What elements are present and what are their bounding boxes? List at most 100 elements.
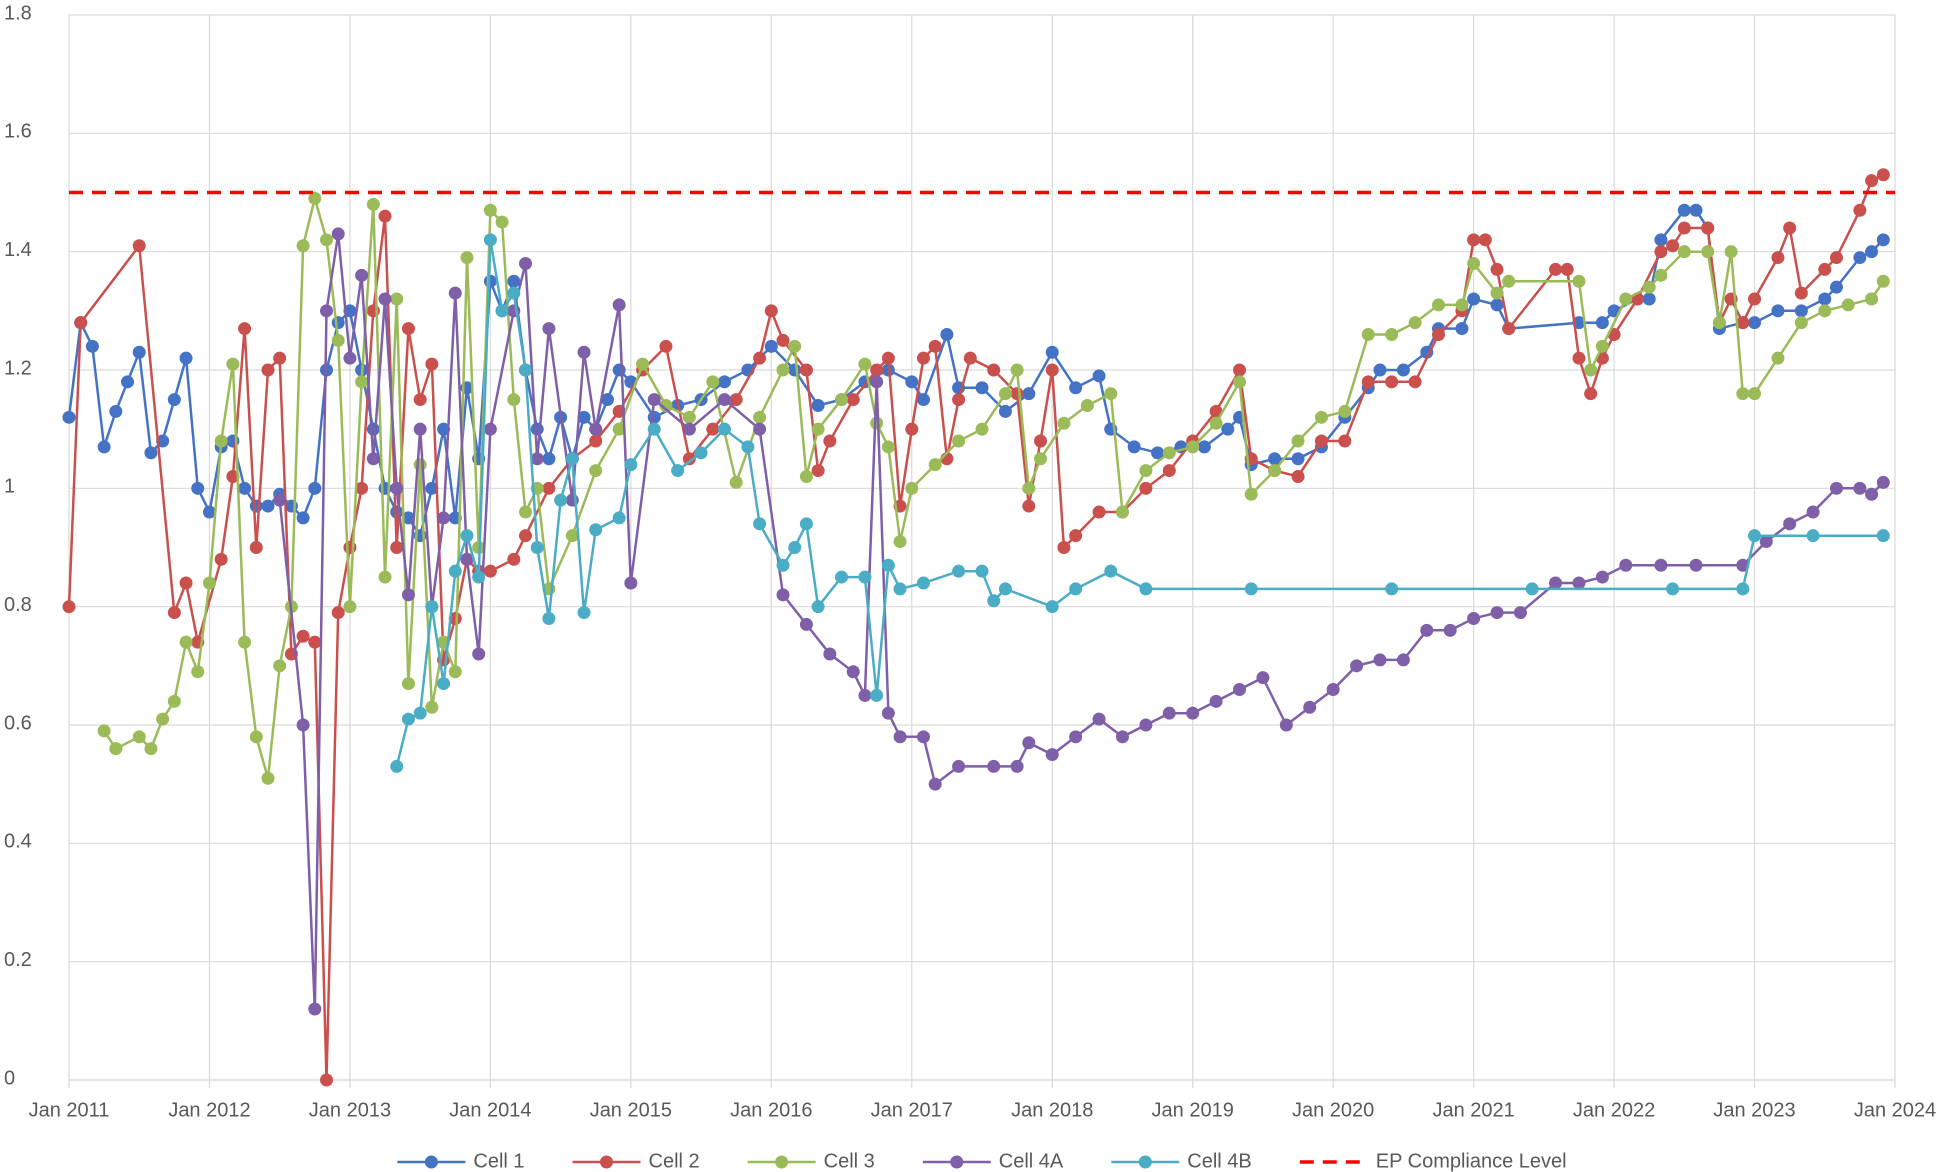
legend-label: Cell 4A xyxy=(999,1150,1064,1172)
point xyxy=(1197,440,1211,454)
point xyxy=(1045,748,1059,762)
point xyxy=(273,351,287,365)
point xyxy=(472,647,486,661)
point xyxy=(390,481,404,495)
point xyxy=(495,215,509,229)
point xyxy=(1724,245,1738,259)
point xyxy=(390,541,404,554)
point xyxy=(238,322,252,336)
point xyxy=(1244,487,1258,501)
point xyxy=(308,635,322,649)
point xyxy=(1115,505,1129,519)
legend-marker xyxy=(950,1155,964,1169)
legend-item: Cell 4B xyxy=(1111,1150,1252,1172)
point xyxy=(776,558,790,572)
point xyxy=(870,688,884,702)
point xyxy=(331,227,345,241)
point xyxy=(1209,404,1223,418)
x-tick-label: Jan 2024 xyxy=(1854,1099,1936,1121)
point xyxy=(1303,700,1317,714)
point xyxy=(1584,387,1598,401)
point xyxy=(858,357,872,371)
point xyxy=(1291,434,1305,448)
point xyxy=(62,600,76,614)
point xyxy=(1186,706,1200,720)
point xyxy=(378,292,392,306)
point xyxy=(1572,274,1586,288)
point xyxy=(132,239,146,253)
point xyxy=(296,629,310,643)
point xyxy=(261,771,275,785)
point xyxy=(144,446,158,460)
legend-marker xyxy=(424,1155,438,1169)
point xyxy=(390,292,404,306)
point xyxy=(975,381,989,395)
point xyxy=(1092,369,1106,383)
point xyxy=(343,541,357,554)
legend-item: Cell 4A xyxy=(922,1150,1064,1172)
point xyxy=(401,588,415,602)
point xyxy=(987,759,1001,773)
point xyxy=(636,357,650,371)
point xyxy=(1502,274,1516,288)
point xyxy=(1549,262,1563,276)
point xyxy=(519,505,532,519)
point xyxy=(823,434,837,448)
point xyxy=(425,481,439,495)
y-tick-label: 0.6 xyxy=(4,712,32,734)
point xyxy=(1865,292,1879,306)
point xyxy=(448,286,462,300)
point xyxy=(1139,481,1153,495)
x-tick-label: Jan 2022 xyxy=(1573,1099,1655,1121)
point xyxy=(952,434,966,448)
point xyxy=(1748,316,1762,330)
point xyxy=(132,345,146,359)
point xyxy=(179,351,193,365)
point xyxy=(483,203,497,217)
point xyxy=(1291,470,1305,483)
point xyxy=(1361,328,1375,341)
x-tick-label: Jan 2019 xyxy=(1152,1099,1234,1121)
point xyxy=(97,440,111,454)
legend-item: Cell 2 xyxy=(572,1150,700,1172)
point xyxy=(729,393,743,407)
point xyxy=(1467,257,1481,270)
point xyxy=(296,718,310,732)
point xyxy=(296,239,310,253)
point xyxy=(952,759,966,773)
point xyxy=(881,440,895,454)
point xyxy=(320,1073,334,1087)
point xyxy=(694,446,708,460)
point xyxy=(343,351,357,365)
point xyxy=(1818,304,1832,318)
point xyxy=(881,706,895,720)
point xyxy=(1853,251,1867,265)
point xyxy=(1467,612,1481,625)
point xyxy=(1865,487,1879,501)
point xyxy=(916,393,930,407)
point xyxy=(905,375,919,389)
point xyxy=(916,730,930,744)
point xyxy=(331,316,345,330)
point xyxy=(448,612,462,625)
point xyxy=(589,422,603,436)
point xyxy=(975,422,989,436)
point xyxy=(472,570,486,584)
point xyxy=(378,209,392,223)
point xyxy=(1057,541,1071,554)
point xyxy=(1677,203,1691,217)
point xyxy=(437,511,451,525)
point xyxy=(975,564,989,578)
point xyxy=(1057,416,1071,430)
point xyxy=(1115,730,1129,744)
point xyxy=(1010,759,1024,773)
point xyxy=(1233,375,1247,389)
point xyxy=(167,393,181,407)
point xyxy=(1478,233,1492,247)
series xyxy=(97,191,1890,785)
point xyxy=(1595,570,1609,584)
point xyxy=(1701,245,1715,259)
point xyxy=(1701,221,1715,235)
point xyxy=(612,298,626,312)
y-tick-label: 0 xyxy=(4,1067,15,1089)
